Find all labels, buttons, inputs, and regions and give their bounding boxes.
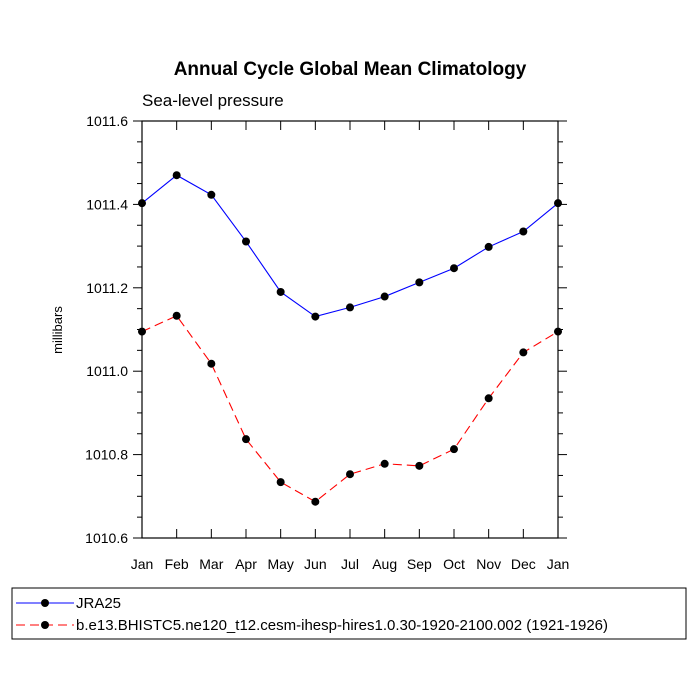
x-tick-label: Apr xyxy=(235,556,257,572)
x-tick-label: May xyxy=(267,556,293,572)
x-tick-label: Jan xyxy=(547,556,570,572)
y-axis-label: millibars xyxy=(50,306,65,354)
series-point-0 xyxy=(346,303,354,312)
series-point-0 xyxy=(172,171,181,180)
chart-title: Annual Cycle Global Mean Climatology xyxy=(174,59,527,80)
legend: JRA25 b.e13.BHISTC5.ne120_t12.cesm-ihesp-… xyxy=(11,587,687,640)
series-point-0 xyxy=(207,190,216,199)
y-tick-label: 1011.2 xyxy=(86,280,128,296)
y-tick-label: 1011.6 xyxy=(86,113,128,129)
axis-ticks: Jan Feb Mar Apr May Jun Jul Aug Sep Oct Nov Dec Jan1… xyxy=(85,113,569,572)
series-point-1 xyxy=(415,461,424,470)
y-tick-label: 1010.6 xyxy=(85,530,128,546)
x-tick-label: Jan xyxy=(131,556,154,572)
series-point-0 xyxy=(311,312,320,321)
series-point-1 xyxy=(242,435,250,444)
series-point-1 xyxy=(311,497,320,506)
x-tick-label: Feb xyxy=(165,556,189,572)
x-tick-label: Mar xyxy=(199,556,223,572)
series-point-1 xyxy=(346,470,354,479)
series-point-0 xyxy=(276,287,285,296)
x-tick-label: Oct xyxy=(443,556,465,572)
x-tick-label: Aug xyxy=(372,556,397,572)
legend-label-0: JRA25 xyxy=(76,595,121,612)
series-point-0 xyxy=(450,264,458,273)
plot-frame xyxy=(141,120,559,539)
series-point-1 xyxy=(172,311,181,320)
series-point-0 xyxy=(519,227,528,236)
series-point-0 xyxy=(242,237,250,246)
chart-subtitle: Sea-level pressure xyxy=(142,91,284,110)
plot-series xyxy=(138,171,562,506)
series-point-0 xyxy=(484,242,493,251)
x-tick-label: Nov xyxy=(476,556,501,572)
series-point-1 xyxy=(276,478,285,487)
legend-label-1: b.e13.BHISTC5.ne120_t12.cesm-ihesp-hires… xyxy=(76,617,608,634)
series-point-1 xyxy=(484,394,493,403)
series-point-1 xyxy=(380,459,389,468)
y-tick-label: 1011.0 xyxy=(86,363,128,379)
x-tick-label: Sep xyxy=(407,556,432,572)
x-tick-label: Jul xyxy=(341,556,359,572)
y-tick-label: 1011.4 xyxy=(86,196,128,212)
y-tick-label: 1010.8 xyxy=(85,447,128,463)
legend-marker-0 xyxy=(41,599,49,607)
x-tick-label: Dec xyxy=(511,556,536,572)
series-point-1 xyxy=(519,348,528,357)
series-point-1 xyxy=(207,359,216,368)
x-tick-label: Jun xyxy=(304,556,327,572)
legend-marker-1 xyxy=(41,621,49,629)
legend-box xyxy=(11,587,687,640)
series-point-0 xyxy=(415,278,424,287)
series-line-0 xyxy=(141,174,559,318)
series-point-0 xyxy=(380,292,389,301)
series-point-1 xyxy=(450,445,458,454)
